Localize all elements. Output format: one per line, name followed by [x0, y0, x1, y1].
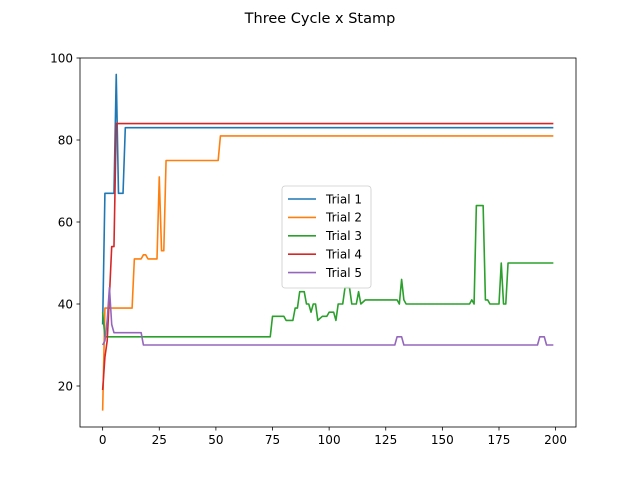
legend-label: Trial 4 [325, 248, 362, 262]
series-line-trial-4 [101, 122, 554, 391]
x-tick-label: 200 [544, 433, 567, 447]
legend-label: Trial 2 [325, 211, 362, 225]
legend-label: Trial 1 [325, 192, 362, 206]
y-axis: 20 40 60 80 100 [50, 51, 80, 393]
x-tick-label: 100 [318, 433, 341, 447]
chart-title: Three Cycle x Stamp [244, 11, 396, 27]
x-tick-label: 125 [374, 433, 397, 447]
series-line-trial-2 [101, 135, 554, 411]
series-line-trial-5 [101, 286, 554, 346]
x-tick-label: 0 [99, 433, 107, 447]
y-tick-label: 20 [58, 379, 73, 393]
legend: Trial 1 Trial 2 Trial 3 Trial 4 Trial 5 [281, 185, 372, 289]
legend-label: Trial 5 [325, 266, 362, 280]
x-tick-label: 150 [431, 433, 454, 447]
legend-label: Trial 3 [325, 229, 362, 243]
axes-frame [79, 57, 577, 428]
y-tick-label: 80 [58, 133, 73, 147]
x-tick-label: 25 [152, 433, 167, 447]
y-tick-label: 100 [50, 51, 73, 65]
y-tick-label: 60 [58, 215, 73, 229]
y-tick-label: 40 [58, 297, 73, 311]
x-axis: 0 25 50 75 100 125 150 175 200 [99, 427, 567, 447]
x-tick-label: 50 [208, 433, 223, 447]
series-line-trial-1 [101, 73, 554, 325]
x-tick-label: 75 [265, 433, 280, 447]
legend-box [281, 185, 372, 289]
x-tick-label: 175 [488, 433, 511, 447]
